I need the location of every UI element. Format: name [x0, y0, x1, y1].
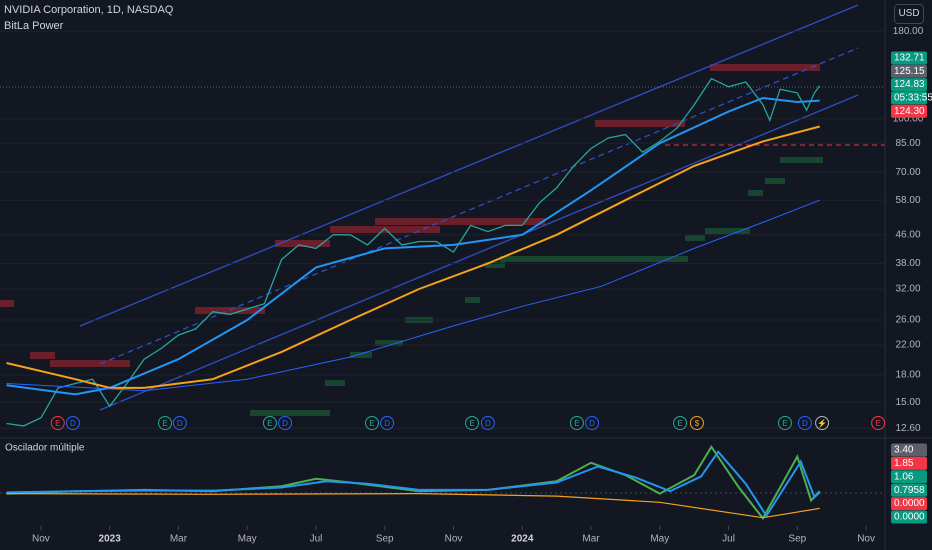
- x-tick-label: May: [238, 534, 257, 545]
- y-tick-label: 22.00: [895, 340, 920, 351]
- y-tick-label: 38.00: [895, 258, 920, 269]
- series-line: [6, 77, 821, 427]
- event-label: E: [782, 419, 787, 428]
- event-marker: [480, 416, 495, 430]
- event-marker: [172, 416, 187, 430]
- event-label: E: [875, 419, 880, 428]
- price-tag: [891, 483, 927, 497]
- event-label: D: [589, 419, 595, 428]
- price-tag-label: 0.0000: [894, 498, 925, 509]
- event-label: E: [677, 419, 682, 428]
- event-label: D: [177, 419, 183, 428]
- y-tick-label: 32.00: [895, 284, 920, 295]
- x-tick-label: Sep: [376, 534, 394, 545]
- series-line: [6, 125, 820, 389]
- x-tick-label: May: [650, 534, 669, 545]
- event-label: E: [55, 419, 60, 428]
- event-marker: [673, 416, 688, 430]
- event-label: D: [282, 419, 288, 428]
- event-marker: [815, 416, 830, 430]
- event-label: E: [369, 419, 374, 428]
- y-tick-label: 26.00: [895, 315, 920, 326]
- event-label: E: [469, 419, 474, 428]
- price-tag: [891, 497, 927, 511]
- event-label: E: [267, 419, 272, 428]
- price-tag-label: 3.40: [894, 445, 914, 456]
- event-marker: [871, 416, 886, 430]
- osc-title: Oscilador múltiple: [5, 443, 85, 454]
- price-tag: [891, 456, 927, 470]
- event-marker: [380, 416, 395, 430]
- series-line: [6, 444, 821, 521]
- x-tick-label: Jul: [722, 534, 735, 545]
- x-tick-label: Nov: [445, 534, 463, 545]
- series-line: [6, 450, 821, 518]
- symbol-title: NVIDIA Corporation, 1D, NASDAQ: [4, 4, 174, 16]
- y-tick-label: 70.00: [895, 167, 920, 178]
- event-label: D: [802, 419, 808, 428]
- price-tag: [891, 91, 927, 105]
- y-tick-label: 85.00: [895, 138, 920, 149]
- price-tag-label: 1.06: [894, 471, 914, 482]
- y-tick-label: 46.00: [895, 229, 920, 240]
- event-label: E: [574, 419, 579, 428]
- currency-button[interactable]: USD: [894, 4, 924, 24]
- price-tag: [891, 78, 927, 92]
- price-tag-label: 0.0000: [894, 512, 925, 523]
- event-label: D: [485, 419, 491, 428]
- x-tick-label: Jul: [310, 534, 323, 545]
- price-tag-label: 05:33:55: [894, 93, 932, 104]
- x-tick-label: Sep: [788, 534, 806, 545]
- price-tag-label: 0.7958: [894, 485, 925, 496]
- event-marker: [777, 416, 792, 430]
- event-label: ⚡: [817, 418, 827, 428]
- series-line: [6, 492, 820, 519]
- y-tick-label: 100.00: [893, 114, 924, 125]
- event-marker: [278, 416, 293, 430]
- price-tag-label: 124.83: [894, 79, 925, 90]
- event-label: D: [70, 419, 76, 428]
- event-marker: [797, 416, 812, 430]
- price-tag-label: 1.85: [894, 458, 914, 469]
- y-tick-label: 18.00: [895, 370, 920, 381]
- x-tick-label: 2024: [511, 534, 534, 545]
- price-tag: [891, 470, 927, 484]
- channel: [79, 4, 859, 411]
- event-marker: [689, 416, 704, 430]
- price-tag: [891, 104, 927, 118]
- y-tick-label: 12.60: [895, 423, 920, 434]
- zones: [0, 64, 823, 416]
- event-marker: [158, 416, 173, 430]
- series-line: [6, 199, 820, 392]
- event-marker: [585, 416, 600, 430]
- price-tag: [891, 51, 927, 65]
- event-label: D: [384, 419, 390, 428]
- indicator-name: BitLa Power: [4, 20, 64, 32]
- x-tick-label: Nov: [857, 534, 875, 545]
- event-marker: [50, 416, 65, 430]
- price-tag-label: 124.30: [894, 106, 925, 117]
- event-marker: [365, 416, 380, 430]
- price-tag-label: 125.15: [894, 66, 925, 77]
- event-marker: [465, 416, 480, 430]
- price-tag: [891, 443, 927, 457]
- price-tag: [891, 64, 927, 78]
- event-label: E: [162, 419, 167, 428]
- x-tick-label: Mar: [170, 534, 188, 545]
- event-label: $: [695, 419, 700, 428]
- y-tick-label: 180.00: [893, 26, 924, 37]
- series-line: [6, 96, 820, 396]
- event-marker: [569, 416, 584, 430]
- price-tag-label: 132.71: [894, 53, 925, 64]
- y-tick-label: 58.00: [895, 195, 920, 206]
- y-tick-label: 15.00: [895, 397, 920, 408]
- x-tick-label: 2023: [99, 534, 122, 545]
- price-tag: [891, 510, 927, 524]
- event-marker: [262, 416, 277, 430]
- event-marker: [65, 416, 80, 430]
- x-tick-label: Nov: [32, 534, 50, 545]
- x-tick-label: Mar: [582, 534, 600, 545]
